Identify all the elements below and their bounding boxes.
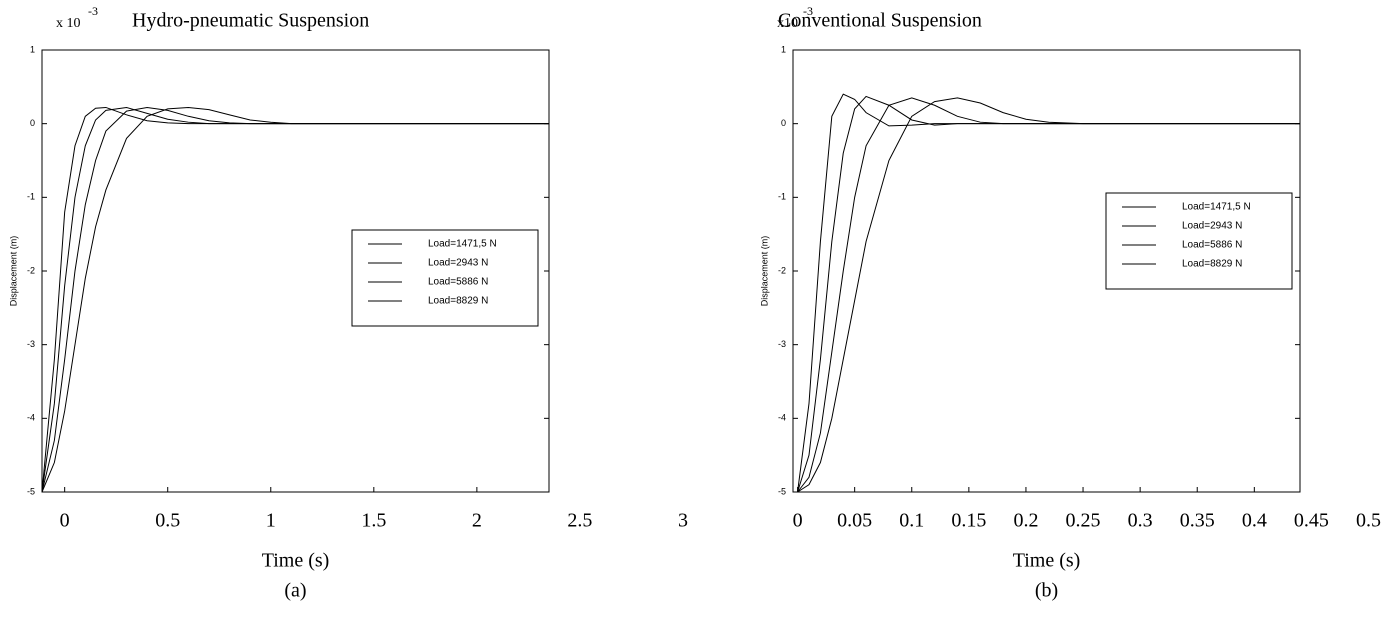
chart-title: Conventional Suspension — [778, 10, 982, 32]
caption: (a) — [284, 580, 306, 602]
y-tick-label: -4 — [778, 413, 786, 423]
x-tick-label: 1 — [266, 510, 276, 532]
x-axis-label: Time (s) — [1013, 550, 1081, 572]
data-line — [797, 93, 1300, 493]
data-line — [797, 95, 1300, 493]
y-tick-label: -1 — [778, 192, 786, 202]
legend-label: Load=2943 N — [1182, 221, 1242, 232]
y-tick-label: 1 — [781, 44, 786, 54]
x-tick-label: 0.5 — [155, 510, 180, 532]
x-tick-label: 3 — [678, 510, 688, 532]
x-tick-label: 0.4 — [1242, 510, 1267, 532]
x-tick-label: 0.3 — [1128, 510, 1153, 532]
legend-label: Load=1471,5 N — [1182, 202, 1251, 213]
y-tick-label: -3 — [778, 339, 786, 349]
y-tick-label: -5 — [778, 486, 786, 496]
y-tick-label: -5 — [27, 486, 35, 496]
y-tick-label: -4 — [27, 413, 35, 423]
x-tick-label: 0.25 — [1066, 510, 1101, 532]
x-tick-label: 0.5 — [1356, 510, 1381, 532]
x-tick-label: 0.45 — [1294, 510, 1329, 532]
legend-label: Load=5886 N — [428, 277, 488, 288]
y-exponent: -3 — [88, 4, 98, 18]
y-tick-label: -2 — [27, 265, 35, 275]
y-tick-label: 1 — [30, 44, 35, 54]
data-line — [41, 106, 549, 493]
chart-title: Hydro-pneumatic Suspension — [132, 10, 369, 32]
y-exponent: -3 — [803, 4, 813, 18]
y-axis-label: Displacement (m) — [759, 236, 769, 307]
data-line — [797, 97, 1300, 493]
x-tick-label: 0.05 — [837, 510, 872, 532]
caption: (b) — [1035, 580, 1058, 602]
y-tick-label: 0 — [30, 118, 35, 128]
y-multiplier: x 10 — [56, 16, 81, 31]
y-multiplier: x10 — [777, 16, 798, 31]
y-tick-label: -3 — [27, 339, 35, 349]
x-tick-label: 0 — [60, 510, 70, 532]
legend-label: Load=2943 N — [428, 258, 488, 269]
x-tick-label: 0.2 — [1013, 510, 1038, 532]
x-tick-label: 0 — [793, 510, 803, 532]
x-tick-label: 1.5 — [361, 510, 386, 532]
y-tick-label: -2 — [778, 265, 786, 275]
y-axis-label: Displacement (m) — [8, 236, 18, 307]
legend-box — [1105, 192, 1293, 290]
x-tick-label: 0.15 — [951, 510, 986, 532]
x-tick-label: 2.5 — [567, 510, 592, 532]
x-tick-label: 0.35 — [1180, 510, 1215, 532]
legend-label: Load=5886 N — [1182, 240, 1242, 251]
legend-box — [351, 229, 539, 327]
x-tick-label: 2 — [472, 510, 482, 532]
data-line — [797, 97, 1300, 493]
x-axis-label: Time (s) — [262, 550, 330, 572]
y-tick-label: -1 — [27, 192, 35, 202]
legend-label: Load=8829 N — [428, 296, 488, 307]
legend-label: Load=8829 N — [1182, 259, 1242, 270]
y-tick-label: 0 — [781, 118, 786, 128]
legend-label: Load=1471,5 N — [428, 239, 497, 250]
x-tick-label: 0.1 — [899, 510, 924, 532]
